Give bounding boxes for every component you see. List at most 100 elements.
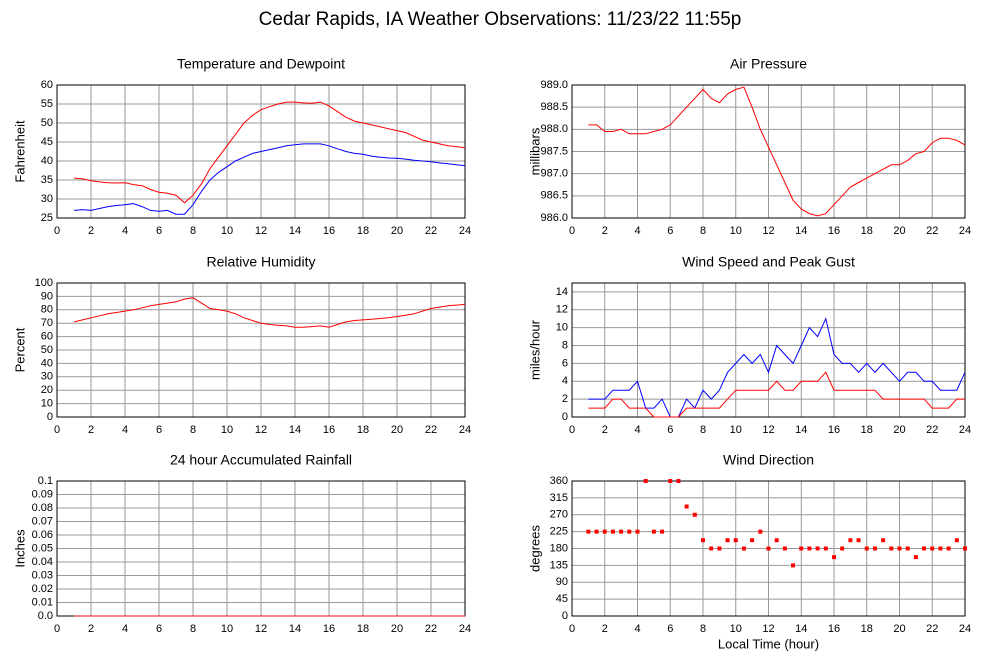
- x-tick-label: 12: [255, 623, 267, 635]
- x-tick-label: 14: [795, 225, 807, 237]
- y-tick-label: 986.5: [540, 190, 568, 202]
- x-tick-label: 12: [255, 225, 267, 237]
- x-tick-label: 4: [634, 225, 640, 237]
- x-tick-label: 20: [391, 225, 403, 237]
- x-tick-label: 0: [569, 623, 575, 635]
- x-tick-label: 18: [357, 623, 369, 635]
- y-tick-label: 50: [41, 344, 53, 356]
- data-point: [758, 529, 763, 534]
- plot-border: [571, 84, 966, 219]
- data-point: [717, 546, 722, 551]
- y-tick-label: 6: [562, 357, 568, 369]
- x-tick-label: 10: [730, 225, 742, 237]
- x-tick-label: 6: [667, 424, 673, 436]
- x-tick-label: 8: [190, 225, 196, 237]
- data-point: [733, 538, 738, 543]
- y-tick-label: 0.07: [32, 515, 53, 527]
- data-point: [799, 546, 804, 551]
- y-tick-label: 987.5: [540, 145, 568, 157]
- y-axis-label: Percent: [12, 327, 27, 372]
- data-point: [635, 529, 640, 534]
- x-tick-label: 18: [861, 424, 873, 436]
- data-point: [864, 546, 869, 551]
- data-point: [848, 538, 853, 543]
- y-tick-label: 135: [550, 559, 568, 571]
- y-tick-label: 0.02: [32, 583, 53, 595]
- data-line: [588, 317, 966, 418]
- data-point: [872, 546, 877, 551]
- y-tick-label: 0.1: [38, 475, 53, 487]
- x-tick-label: 24: [459, 424, 471, 436]
- x-tick-label: 6: [667, 623, 673, 635]
- y-tick-label: 0.04: [32, 556, 53, 568]
- y-tick-label: 40: [41, 357, 53, 369]
- data-point: [627, 529, 632, 534]
- x-tick-label: 2: [602, 225, 608, 237]
- x-tick-label: 12: [762, 225, 774, 237]
- y-tick-label: 12: [556, 304, 568, 316]
- x-tick-label: 8: [700, 623, 706, 635]
- y-axis-label: degrees: [527, 525, 542, 572]
- data-point: [856, 538, 861, 543]
- data-point: [946, 546, 951, 551]
- x-tick-label: 0: [54, 623, 60, 635]
- x-tick-label: 6: [156, 225, 162, 237]
- x-tick-label: 12: [762, 424, 774, 436]
- data-point: [782, 546, 787, 551]
- page-title: Cedar Rapids, IA Weather Observations: 1…: [259, 9, 742, 30]
- data-point: [905, 546, 910, 551]
- data-point: [725, 538, 730, 543]
- y-tick-label: 0.08: [32, 502, 53, 514]
- x-tick-label: 24: [959, 424, 971, 436]
- data-point: [602, 529, 607, 534]
- data-point: [619, 529, 624, 534]
- x-tick-label: 20: [391, 424, 403, 436]
- data-point: [807, 546, 812, 551]
- x-tick-label: 14: [289, 424, 301, 436]
- data-point: [586, 529, 591, 534]
- y-tick-label: 315: [550, 492, 568, 504]
- x-tick-label: 2: [88, 623, 94, 635]
- data-point: [594, 529, 599, 534]
- y-tick-label: 20: [41, 384, 53, 396]
- y-tick-label: 55: [41, 98, 53, 110]
- y-tick-label: 25: [41, 212, 53, 224]
- y-tick-label: 225: [550, 526, 568, 538]
- y-tick-label: 30: [41, 193, 53, 205]
- x-tick-label: 14: [289, 225, 301, 237]
- x-tick-label: 2: [602, 424, 608, 436]
- data-point: [913, 555, 918, 560]
- x-tick-label: 16: [828, 623, 840, 635]
- y-axis-label: Fahrenheit: [12, 120, 27, 183]
- data-point: [963, 546, 967, 551]
- data-point: [815, 546, 820, 551]
- data-point: [938, 546, 943, 551]
- data-point: [709, 546, 714, 551]
- data-point: [922, 546, 927, 551]
- x-tick-label: 18: [861, 225, 873, 237]
- x-tick-label: 10: [730, 424, 742, 436]
- x-tick-label: 14: [795, 623, 807, 635]
- y-tick-label: 0: [562, 610, 568, 622]
- data-point: [840, 546, 845, 551]
- x-tick-label: 0: [54, 225, 60, 237]
- x-tick-label: 8: [700, 424, 706, 436]
- x-tick-label: 20: [893, 623, 905, 635]
- panel-title: 24 hour Accumulated Rainfall: [170, 452, 352, 468]
- panel-title: Relative Humidity: [207, 254, 316, 270]
- y-tick-label: 988.0: [540, 123, 568, 135]
- y-tick-label: 40: [41, 155, 53, 167]
- x-tick-label: 8: [190, 623, 196, 635]
- y-tick-label: 989.0: [540, 79, 568, 91]
- y-tick-label: 0: [562, 411, 568, 423]
- y-tick-label: 270: [550, 509, 568, 521]
- panel-title: Temperature and Dewpoint: [177, 56, 345, 72]
- plot-border: [571, 282, 966, 418]
- x-tick-label: 10: [730, 623, 742, 635]
- x-tick-label: 18: [861, 623, 873, 635]
- panel-title: Wind Speed and Peak Gust: [682, 254, 855, 270]
- data-point: [660, 529, 665, 534]
- y-tick-label: 0.06: [32, 529, 53, 541]
- data-point: [766, 546, 771, 551]
